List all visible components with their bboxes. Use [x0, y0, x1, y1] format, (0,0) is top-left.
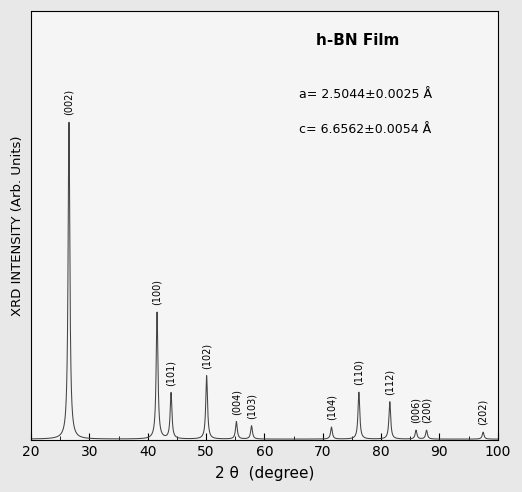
Text: (104): (104)	[326, 394, 337, 420]
Text: (110): (110)	[354, 359, 364, 385]
Text: a= 2.5044±0.0025 Å: a= 2.5044±0.0025 Å	[300, 89, 433, 101]
Text: c= 6.6562±0.0054 Å: c= 6.6562±0.0054 Å	[300, 123, 432, 136]
Text: (200): (200)	[422, 397, 432, 423]
Text: (002): (002)	[64, 89, 74, 115]
Text: (112): (112)	[385, 369, 395, 395]
Y-axis label: XRD INTENSITY (Arb. Units): XRD INTENSITY (Arb. Units)	[11, 135, 24, 316]
Text: (101): (101)	[166, 360, 176, 386]
Text: (006): (006)	[411, 397, 421, 423]
Text: (103): (103)	[246, 393, 256, 419]
Text: (202): (202)	[478, 399, 488, 425]
Text: (004): (004)	[231, 389, 241, 415]
Text: h-BN Film: h-BN Film	[316, 32, 399, 48]
Text: (100): (100)	[152, 279, 162, 306]
X-axis label: 2 θ  (degree): 2 θ (degree)	[215, 466, 314, 481]
Text: (102): (102)	[201, 342, 211, 369]
